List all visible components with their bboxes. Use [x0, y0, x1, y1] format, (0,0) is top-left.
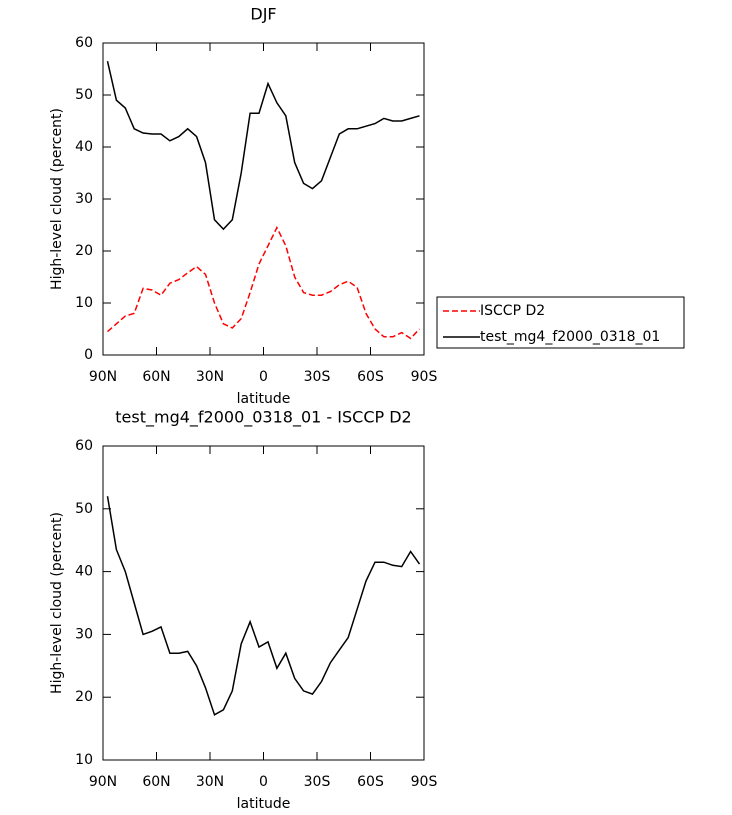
x-tick-label: 60N [142, 369, 170, 385]
chart-title: DJF [250, 5, 276, 24]
y-axis-label: High-level cloud (percent) [49, 108, 65, 290]
y-tick-label: 40 [75, 139, 93, 155]
y-tick-label: 40 [75, 564, 93, 580]
x-tick-label: 30S [304, 774, 331, 790]
legend-box [436, 296, 685, 349]
legend-label: test_mg4_f2000_0318_01 [480, 329, 660, 345]
y-tick-label: 60 [75, 35, 93, 51]
x-tick-label: 60N [142, 774, 170, 790]
y-tick-label: 50 [75, 501, 93, 517]
x-tick-label: 30N [196, 369, 224, 385]
data-line [106, 496, 421, 716]
data-line [107, 225, 421, 340]
y-tick-label: 30 [75, 191, 93, 207]
y-tick-label: 50 [75, 87, 93, 103]
x-tick-label: 90N [89, 369, 117, 385]
x-tick-label: 90N [89, 774, 117, 790]
x-tick-label: 90S [411, 369, 438, 385]
x-tick-label: 30N [196, 774, 224, 790]
y-tick-label: 10 [75, 295, 93, 311]
y-tick-label: 60 [75, 438, 93, 454]
y-tick-label: 0 [84, 347, 93, 363]
x-axis-label: latitude [237, 796, 291, 812]
chart-title: test_mg4_f2000_0318_01 - ISCCP D2 [115, 408, 411, 428]
x-tick-label: 90S [411, 774, 438, 790]
x-tick-label: 60S [357, 774, 384, 790]
data-line [106, 61, 420, 231]
x-tick-label: 60S [357, 369, 384, 385]
x-tick-label: 0 [259, 774, 268, 790]
y-tick-label: 20 [75, 243, 93, 259]
y-tick-label: 30 [75, 626, 93, 642]
y-tick-label: 10 [75, 752, 93, 768]
plot-frame [102, 42, 425, 356]
x-tick-label: 0 [259, 369, 268, 385]
plot-frame [102, 445, 425, 761]
x-axis-label: latitude [237, 391, 291, 407]
y-tick-label: 20 [75, 689, 93, 705]
x-tick-label: 30S [304, 369, 331, 385]
legend-label: ISCCP D2 [480, 303, 545, 319]
y-axis-label: High-level cloud (percent) [49, 512, 65, 694]
